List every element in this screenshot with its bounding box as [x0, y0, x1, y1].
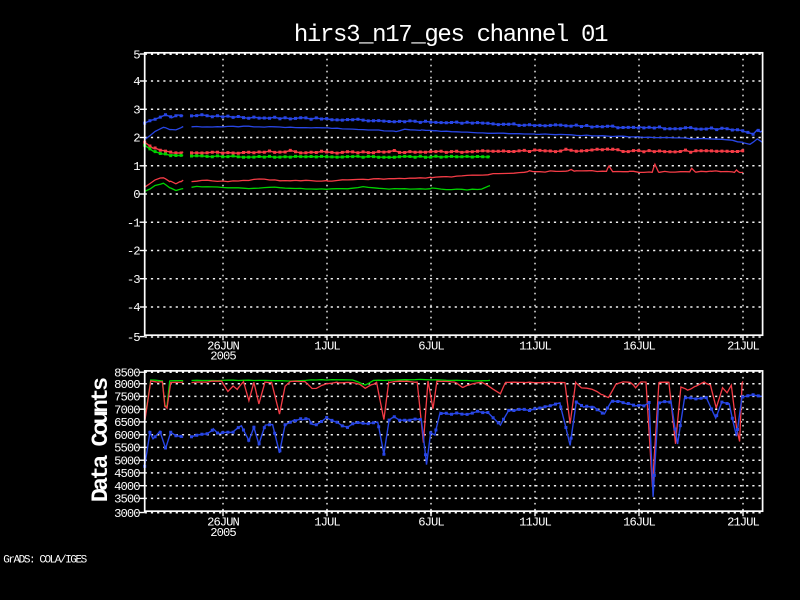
svg-text:3: 3	[133, 103, 140, 117]
svg-text:2005: 2005	[210, 350, 236, 364]
svg-text:3000: 3000	[114, 507, 140, 521]
svg-text:6JUL: 6JUL	[418, 340, 444, 354]
svg-text:1JUL: 1JUL	[314, 340, 340, 354]
svg-text:-1: -1	[127, 216, 140, 230]
svg-text:2005: 2005	[210, 526, 236, 540]
svg-text:5: 5	[133, 48, 140, 62]
svg-text:1: 1	[133, 160, 140, 174]
svg-text:4000: 4000	[114, 480, 140, 494]
svg-text:-2: -2	[127, 245, 140, 259]
svg-text:-4: -4	[127, 301, 140, 315]
svg-text:8500: 8500	[114, 366, 140, 380]
svg-text:26JUN: 26JUN	[207, 340, 239, 354]
svg-text:3500: 3500	[114, 493, 140, 507]
svg-text:16JUL: 16JUL	[623, 340, 655, 354]
svg-text:6000: 6000	[114, 429, 140, 443]
svg-text:hirs3_n17_ges channel 01: hirs3_n17_ges channel 01	[294, 22, 608, 49]
svg-text:7500: 7500	[114, 391, 140, 405]
svg-text:21JUL: 21JUL	[727, 516, 759, 530]
svg-text:0: 0	[133, 188, 140, 202]
svg-text:Data Counts: Data Counts	[88, 378, 115, 502]
svg-text:2: 2	[133, 132, 140, 146]
svg-text:7000: 7000	[114, 403, 140, 417]
svg-text:5000: 5000	[114, 454, 140, 468]
svg-text:-3: -3	[127, 273, 140, 287]
svg-text:1JUL: 1JUL	[314, 516, 340, 530]
svg-text:6500: 6500	[114, 416, 140, 430]
svg-text:26JUN: 26JUN	[207, 516, 239, 530]
svg-text:-5: -5	[127, 331, 140, 345]
svg-text:11JUL: 11JUL	[519, 340, 551, 354]
svg-text:8000: 8000	[114, 378, 140, 392]
svg-text:4: 4	[133, 75, 140, 89]
svg-text:4500: 4500	[114, 467, 140, 481]
svg-text:11JUL: 11JUL	[519, 516, 551, 530]
svg-text:5500: 5500	[114, 442, 140, 456]
svg-text:6JUL: 6JUL	[418, 516, 444, 530]
svg-text:GrADS: COLA/IGES: GrADS: COLA/IGES	[3, 555, 87, 567]
svg-text:21JUL: 21JUL	[727, 340, 759, 354]
svg-text:16JUL: 16JUL	[623, 516, 655, 530]
